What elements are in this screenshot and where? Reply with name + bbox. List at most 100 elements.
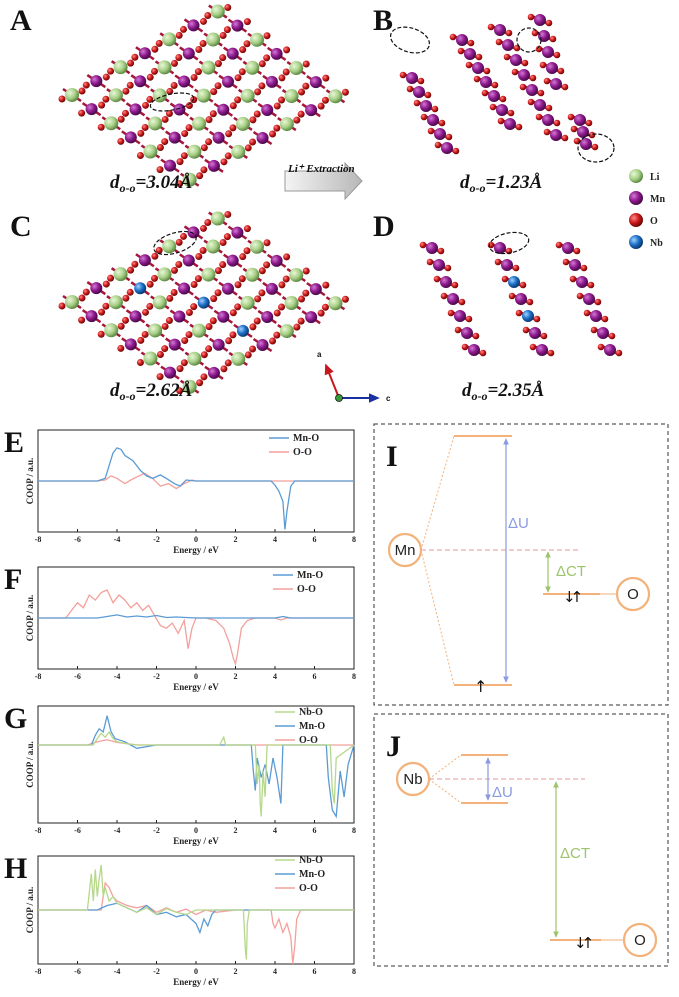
structure-b-oxygen [553, 51, 561, 59]
structure-a-oxygen [175, 53, 183, 61]
structure-c-oxygen [234, 281, 242, 289]
structure-d-oxygen [479, 349, 487, 357]
structure-d-oxygen [494, 258, 502, 266]
structure-a-atom [289, 61, 304, 76]
x-tick-label: -8 [35, 967, 42, 976]
structure-a-oxygen [175, 31, 183, 39]
structure-c-oxygen [224, 211, 232, 219]
structure-d-oxygen [444, 264, 452, 272]
delta-ct-label: ΔCT [556, 563, 586, 580]
y-axis-label: COOP / a.u. [25, 595, 35, 642]
o-atom-label-j: O [634, 932, 646, 949]
structure-a-atom [164, 159, 177, 172]
li-extraction-label: Li⁺ Extraction [287, 163, 355, 175]
structure-d-oxygen [576, 292, 584, 300]
structure-a-oxygen [209, 110, 217, 118]
legend-label-mn-o: Mn-O [297, 570, 323, 581]
structure-c-oxygen [321, 303, 329, 311]
structure-a-oxygen [258, 82, 266, 90]
structure-c-oxygen [243, 225, 251, 233]
structure-b-oxygen [519, 83, 527, 91]
structure-b-oxygen [413, 99, 421, 107]
structure-d-oxygen [465, 315, 473, 323]
structure-a-oxygen [146, 73, 154, 81]
structure-d-oxygen [590, 326, 598, 334]
structure-b-atom [406, 72, 418, 84]
structure-a-oxygen [185, 124, 193, 132]
structure-c-oxygen [146, 280, 154, 288]
structure-b-oxygen [535, 45, 543, 53]
structure-b-oxygen [585, 119, 593, 127]
structure-c-oxygen [199, 247, 207, 255]
legend-atom-nb [629, 235, 643, 249]
structure-c-oxygen [165, 317, 173, 325]
structure-c-oxygen [196, 379, 204, 387]
structure-d-atom [569, 259, 581, 271]
y-axis-label: COOP / a.u. [25, 458, 35, 505]
structure-a-atom [196, 88, 211, 103]
structure-c-oxygen [156, 350, 164, 358]
structure-c-oxygen [214, 267, 222, 275]
structure-d-atom [461, 327, 473, 339]
structure-b-atom [534, 14, 546, 26]
structure-c-atom [173, 310, 186, 323]
structure-c-oxygen [136, 358, 144, 366]
structure-a-atom [90, 75, 103, 88]
structure-a-oxygen [282, 68, 290, 76]
structure-b-oxygen [535, 113, 543, 121]
x-tick-label: -2 [153, 535, 160, 544]
structure-c-atom [279, 324, 294, 339]
structure-a-atom [284, 89, 299, 104]
structure-a-oxygen [137, 129, 145, 137]
structure-a-atom [279, 117, 294, 132]
oo-pair-highlight [149, 92, 195, 112]
structure-c-oxygen [151, 252, 159, 260]
structure-a-oxygen [190, 74, 198, 82]
structure-a-oxygen [161, 115, 169, 123]
structure-c-oxygen [249, 323, 257, 331]
structure-c-atom [90, 282, 103, 295]
structure-a-oxygen [176, 158, 184, 166]
x-axis-label: Energy / eV [173, 836, 219, 846]
x-tick-label: -8 [35, 535, 42, 544]
nb-atom-label: Nb [403, 771, 422, 788]
structure-d-atom [536, 344, 548, 356]
structure-c-atom [206, 239, 221, 254]
structure-a-oxygen [170, 82, 178, 90]
structure-a-atom [162, 32, 177, 47]
structure-d-atom [501, 259, 513, 271]
structure-b-oxygen [561, 83, 569, 91]
structure-b-atom [574, 114, 586, 126]
panel-letter-a: A [10, 4, 32, 37]
legend-atom-li [629, 169, 643, 183]
structure-c-oxygen [190, 281, 198, 289]
structure-b-oxygen [567, 113, 575, 121]
axis-a-label: a [317, 350, 322, 359]
structure-b-oxygen [537, 89, 545, 97]
structure-a-oxygen [239, 46, 247, 54]
x-tick-label: 4 [273, 535, 277, 544]
structure-a-oxygen [126, 81, 134, 89]
structure-a-atom [309, 76, 322, 89]
structure-c-atom [207, 366, 220, 379]
axis-a-arrow [324, 363, 340, 399]
structure-c-oxygen [122, 316, 130, 324]
structure-c-oxygen [258, 289, 266, 297]
structure-c-oxygen [298, 295, 306, 303]
structure-c-oxygen [78, 294, 86, 302]
structure-c-oxygen [98, 308, 106, 316]
structure-d-atom [494, 242, 506, 254]
structure-a-oxygen [219, 32, 227, 40]
structure-c-oxygen [214, 289, 222, 297]
structure-c-oxygen [219, 261, 227, 269]
structure-b-oxygen [491, 81, 499, 89]
structure-d-oxygen [547, 349, 555, 357]
structure-d-oxygen [562, 258, 570, 266]
structure-a-oxygen [269, 130, 277, 138]
structure-a-oxygen [258, 60, 266, 68]
structure-a-oxygen [181, 130, 189, 138]
x-tick-label: 6 [313, 826, 317, 835]
structure-c-atom [210, 211, 225, 226]
structure-a-oxygen [263, 54, 271, 62]
structure-c-oxygen [170, 289, 178, 297]
